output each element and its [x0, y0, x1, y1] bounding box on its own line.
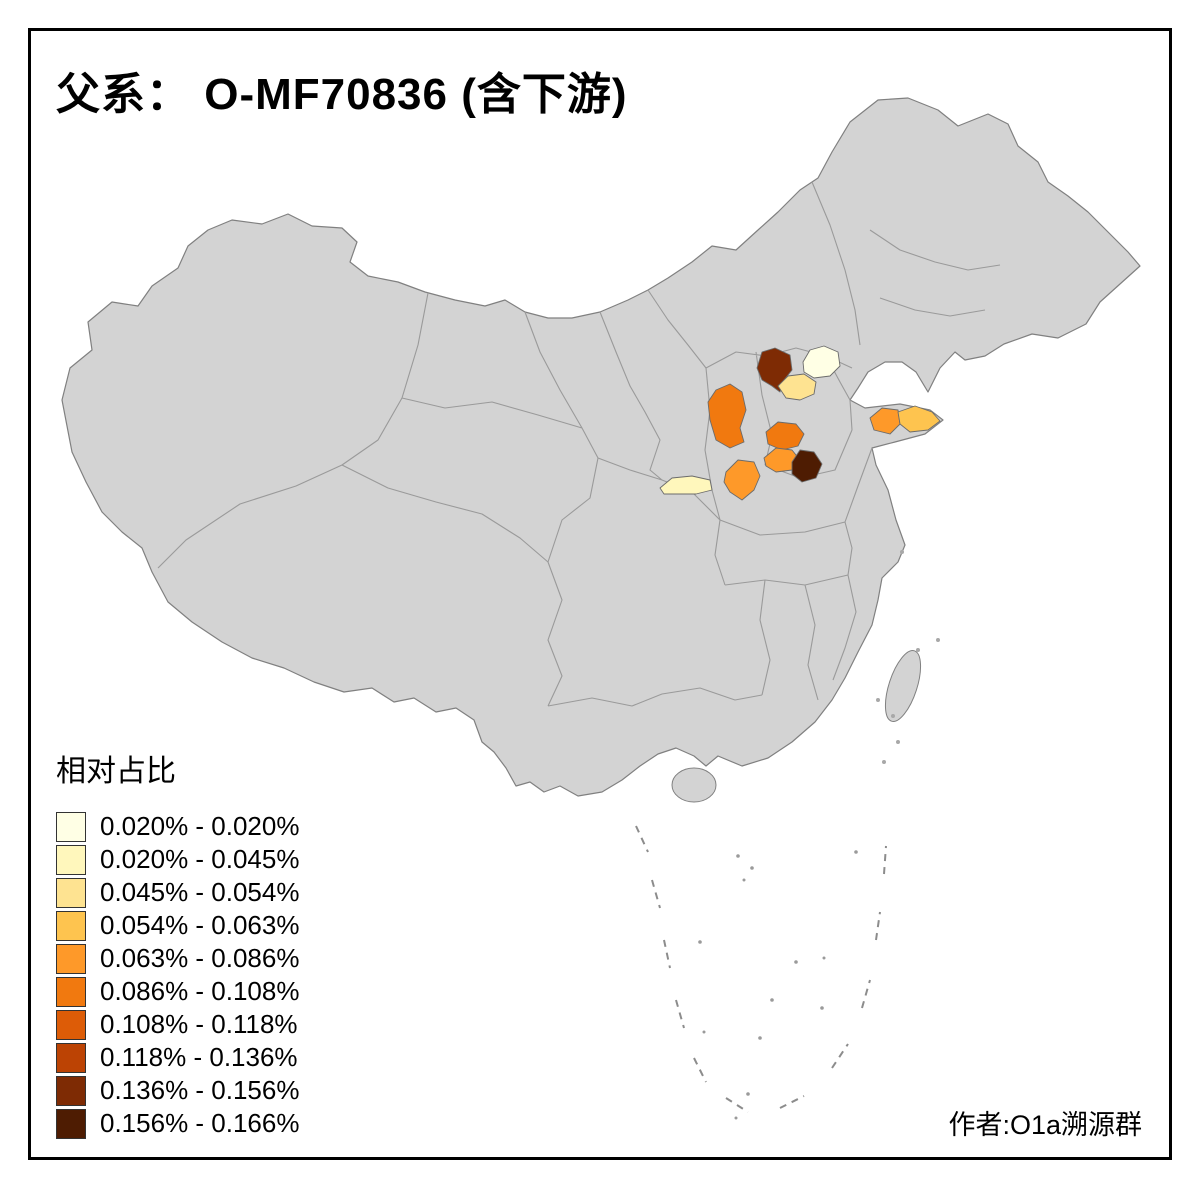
legend-label: 0.054% - 0.063% — [100, 910, 300, 940]
legend-swatch — [56, 910, 86, 941]
legend-row: 0.118% - 0.136% — [56, 1041, 299, 1074]
legend-label: 0.118% - 0.136% — [100, 1042, 298, 1072]
map-title: 父系： O-MF70836 (含下游) — [56, 70, 628, 119]
legend-row: 0.020% - 0.045% — [56, 843, 299, 876]
highlighted-region — [659, 475, 713, 495]
legend-swatch — [56, 1009, 86, 1040]
province-borders — [157, 181, 1001, 707]
legend-row: 0.136% - 0.156% — [56, 1074, 299, 1107]
legend-row: 0.086% - 0.108% — [56, 975, 299, 1008]
highlighted-region — [723, 459, 761, 501]
highlighted-region — [765, 421, 805, 451]
figure-border — [28, 28, 1172, 1160]
highlighted-region — [791, 449, 823, 483]
sea-island-dots — [698, 850, 858, 1120]
mainland-outline — [61, 97, 1141, 797]
legend-swatch — [56, 877, 86, 908]
legend-label: 0.156% - 0.166% — [100, 1108, 300, 1138]
hainan-island — [671, 767, 717, 803]
legend-label: 0.108% - 0.118% — [100, 1009, 298, 1039]
legend-swatch — [56, 943, 86, 974]
highlighted-region — [707, 383, 747, 449]
legend-swatch — [56, 1075, 86, 1106]
legend-swatch — [56, 1042, 86, 1073]
legend-swatch — [56, 976, 86, 1007]
legend-row: 0.063% - 0.086% — [56, 942, 299, 975]
legend-row: 0.045% - 0.054% — [56, 876, 299, 909]
legend-label: 0.045% - 0.054% — [100, 877, 300, 907]
attribution: 作者:O1a溯源群 — [948, 1110, 1142, 1140]
highlighted-region — [777, 373, 817, 401]
legend-swatch — [56, 1108, 86, 1139]
legend-swatch — [56, 811, 86, 842]
highlighted-region — [897, 405, 941, 433]
legend: 相对占比 0.020% - 0.020% 0.020% - 0.045% 0.0… — [56, 746, 299, 1140]
legend-label: 0.020% - 0.020% — [100, 811, 300, 841]
legend-row: 0.054% - 0.063% — [56, 909, 299, 942]
offshore-island-dots — [876, 550, 940, 764]
legend-label: 0.063% - 0.086% — [100, 943, 300, 973]
legend-row: 0.156% - 0.166% — [56, 1107, 299, 1140]
legend-row: 0.108% - 0.118% — [56, 1008, 299, 1041]
highlighted-regions — [659, 345, 941, 501]
nine-dash-line — [635, 825, 887, 1113]
legend-label: 0.020% - 0.045% — [100, 844, 300, 874]
legend-title: 相对占比 — [56, 755, 176, 788]
legend-row: 0.020% - 0.020% — [56, 810, 299, 843]
taiwan-island — [884, 650, 922, 722]
highlighted-region — [802, 345, 841, 379]
legend-label: 0.136% - 0.156% — [100, 1075, 300, 1105]
legend-swatch — [56, 844, 86, 875]
legend-label: 0.086% - 0.108% — [100, 976, 300, 1006]
